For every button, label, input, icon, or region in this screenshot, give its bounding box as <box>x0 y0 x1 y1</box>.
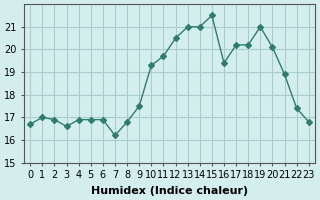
X-axis label: Humidex (Indice chaleur): Humidex (Indice chaleur) <box>91 186 248 196</box>
